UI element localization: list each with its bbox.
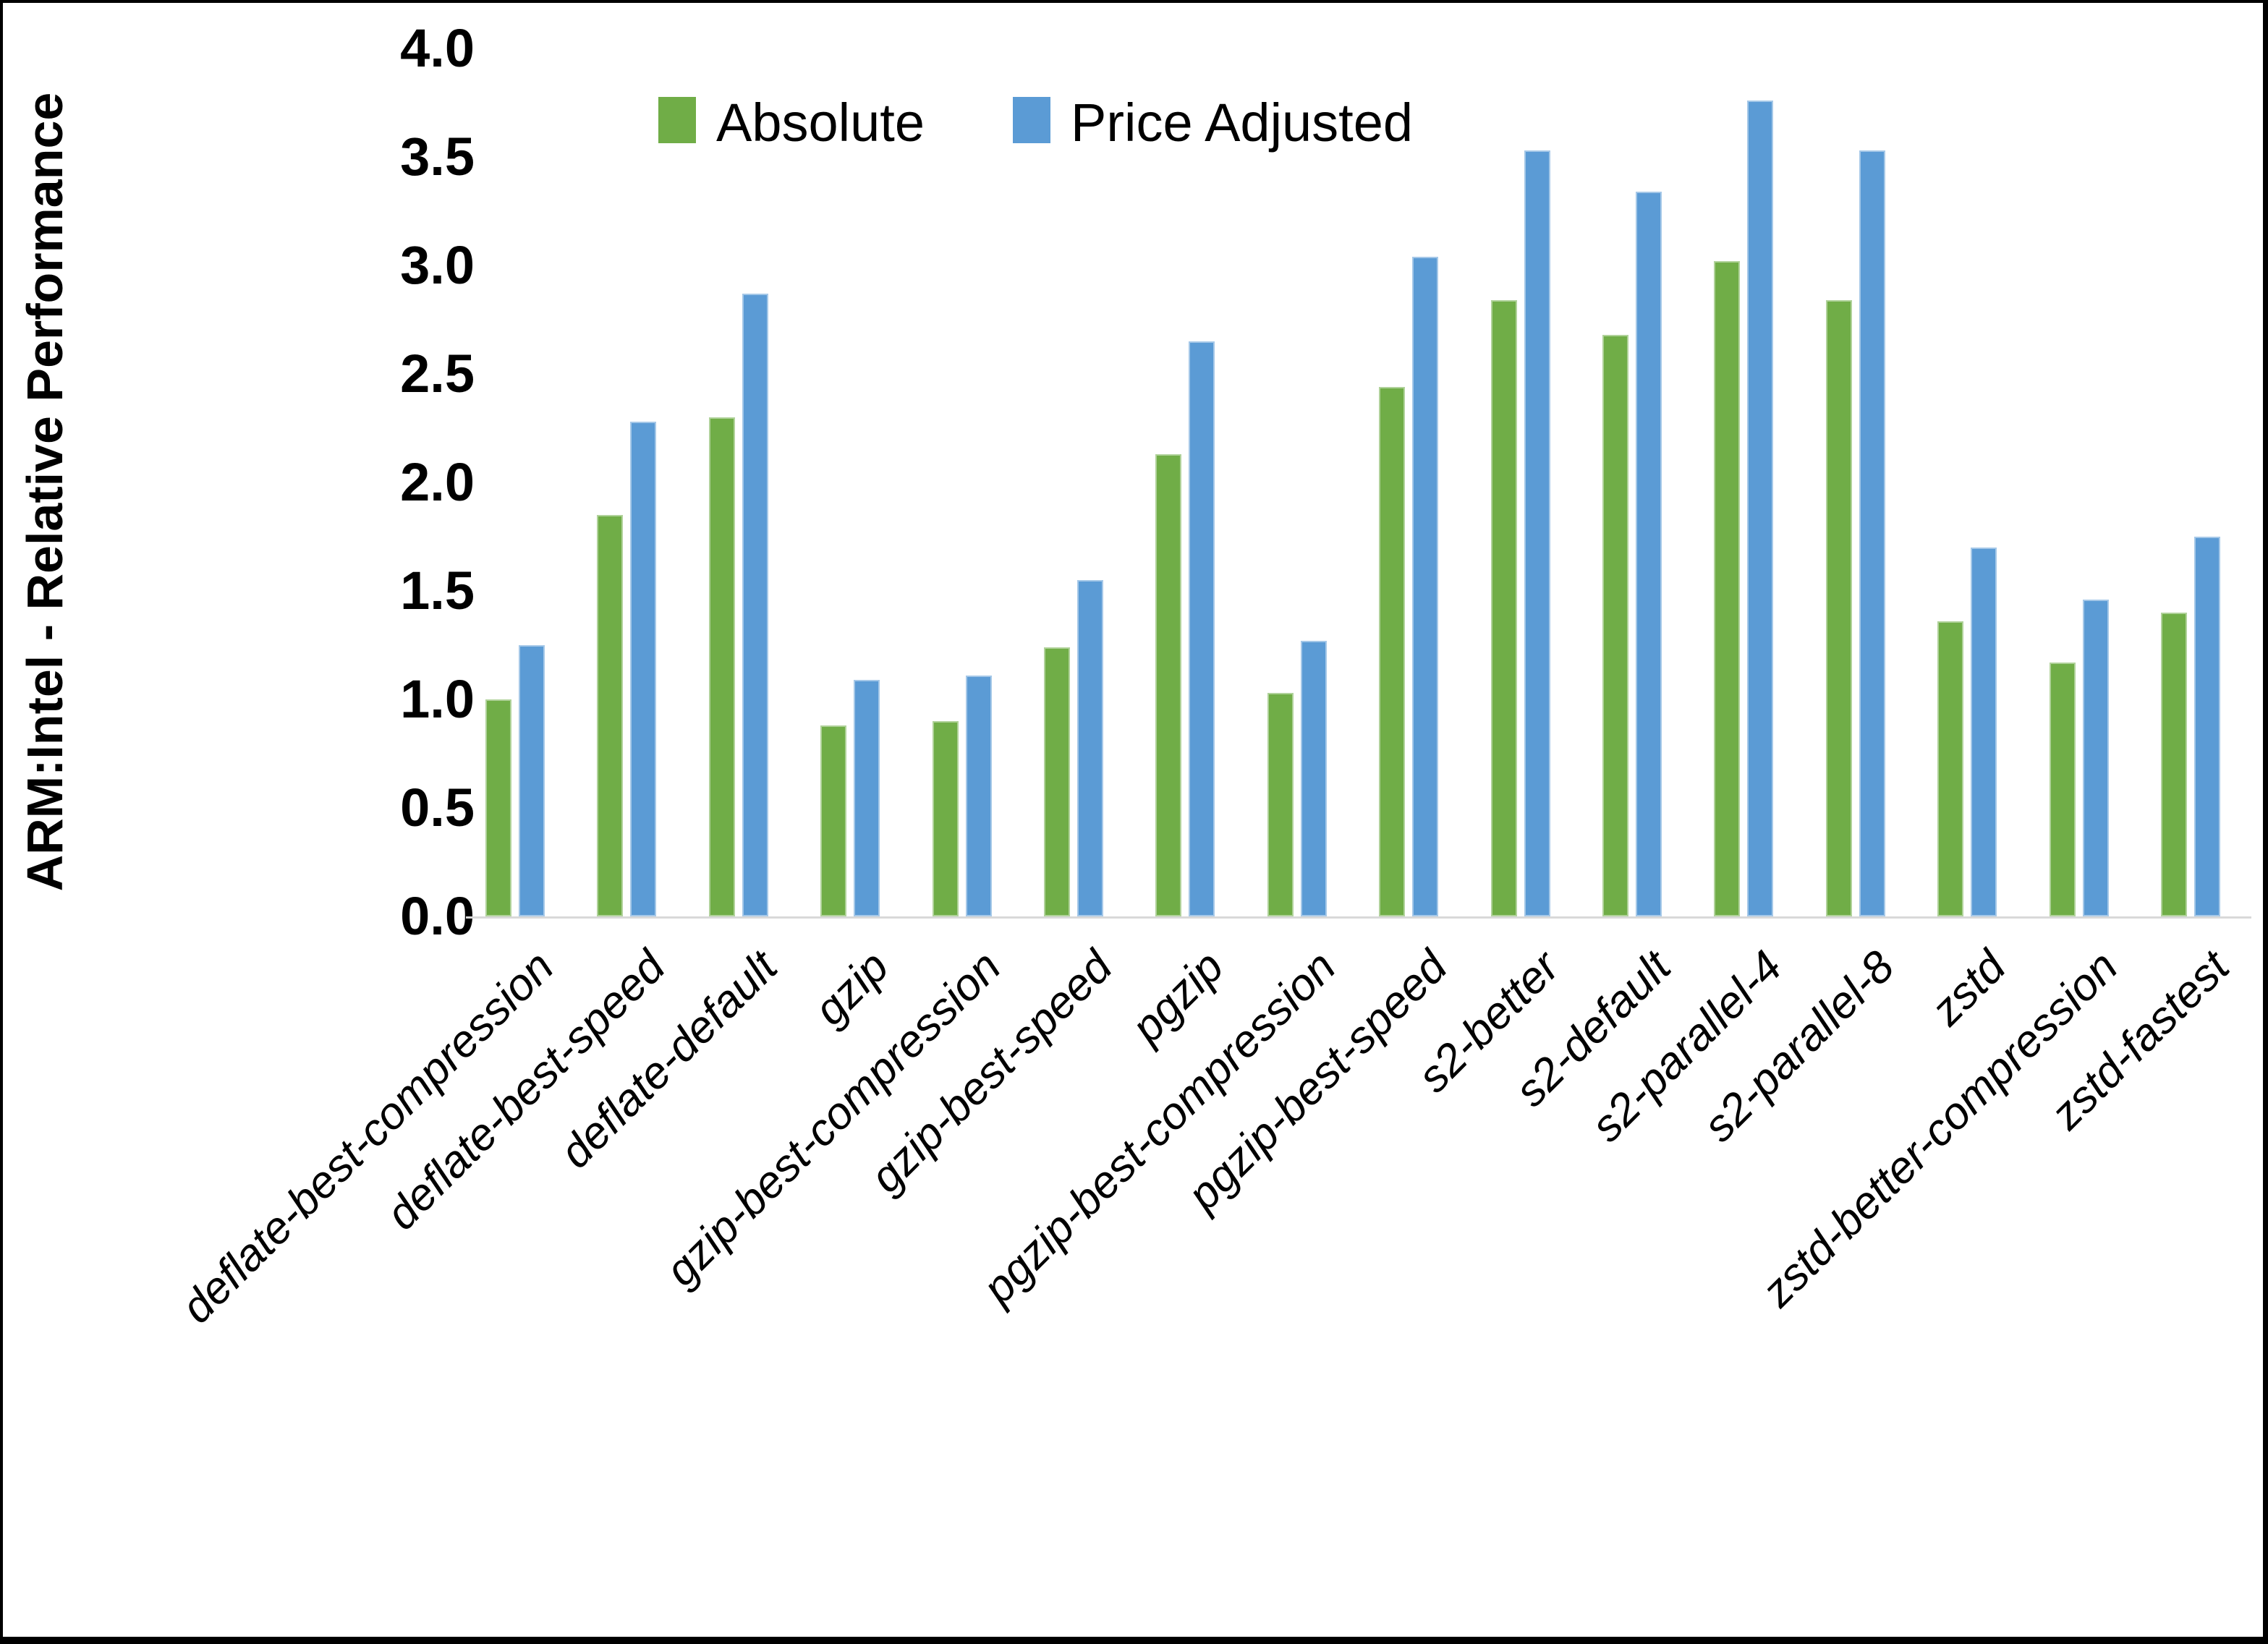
bar-absolute-deflate-default xyxy=(708,417,735,916)
bar-absolute-deflate-best-speed xyxy=(597,515,624,916)
bar-absolute-gzip-best-compression xyxy=(932,721,959,916)
bar-price-adjusted-zstd-better-compression xyxy=(2082,600,2109,916)
y-tick-label-3.0: 3.0 xyxy=(400,235,475,295)
bar-absolute-zstd xyxy=(1937,621,1964,916)
bar-price-adjusted-gzip-best-compression xyxy=(965,676,992,916)
bar-absolute-pgzip xyxy=(1155,454,1182,916)
bar-price-adjusted-deflate-default xyxy=(742,294,768,916)
bar-absolute-pgzip-best-speed xyxy=(1379,387,1406,916)
bar-absolute-s2-better xyxy=(1490,300,1517,916)
legend-label-price-adjusted: Price Adjusted xyxy=(1071,93,1414,153)
bar-absolute-s2-default xyxy=(1602,335,1628,916)
bar-price-adjusted-pgzip xyxy=(1189,341,1215,916)
bar-price-adjusted-gzip-best-speed xyxy=(1077,580,1103,916)
bar-absolute-gzip xyxy=(820,725,847,916)
bar-price-adjusted-zstd-fastest xyxy=(2194,537,2220,916)
bar-price-adjusted-pgzip-best-compression xyxy=(1300,641,1327,916)
bar-absolute-zstd-fastest xyxy=(2161,613,2187,916)
bar-absolute-deflate-best-compression xyxy=(485,699,511,916)
legend-swatch-absolute xyxy=(658,97,696,143)
y-tick-label-2.5: 2.5 xyxy=(400,344,475,404)
bar-absolute-s2-parallel-8 xyxy=(1825,300,1852,916)
x-axis-line xyxy=(466,916,2251,919)
bar-price-adjusted-deflate-best-speed xyxy=(630,422,657,916)
y-tick-label-4.0: 4.0 xyxy=(400,18,475,78)
bar-price-adjusted-gzip xyxy=(854,680,880,916)
bar-price-adjusted-s2-parallel-4 xyxy=(1747,101,1774,916)
bar-absolute-pgzip-best-compression xyxy=(1267,693,1294,916)
bar-absolute-s2-parallel-4 xyxy=(1714,261,1741,916)
bar-price-adjusted-s2-better xyxy=(1524,150,1550,916)
y-tick-label-1.5: 1.5 xyxy=(400,561,475,621)
y-tick-label-3.5: 3.5 xyxy=(400,127,475,187)
y-axis-title: ARM:Intel - Relative Performance xyxy=(17,92,73,892)
bar-absolute-zstd-better-compression xyxy=(2049,663,2076,916)
legend-swatch-price-adjusted xyxy=(1013,97,1050,143)
y-tick-label-1.0: 1.0 xyxy=(400,669,475,729)
bar-price-adjusted-s2-parallel-8 xyxy=(1859,150,1885,916)
bar-absolute-gzip-best-speed xyxy=(1044,647,1070,916)
bar-price-adjusted-pgzip-best-speed xyxy=(1412,257,1439,916)
bar-price-adjusted-zstd xyxy=(1971,548,1997,916)
y-tick-label-0.0: 0.0 xyxy=(400,886,475,946)
bar-price-adjusted-s2-default xyxy=(1636,192,1662,916)
legend-label-absolute: Absolute xyxy=(716,93,925,153)
y-tick-label-0.5: 0.5 xyxy=(400,778,475,838)
y-tick-label-2.0: 2.0 xyxy=(400,452,475,512)
bar-price-adjusted-deflate-best-compression xyxy=(519,645,545,916)
